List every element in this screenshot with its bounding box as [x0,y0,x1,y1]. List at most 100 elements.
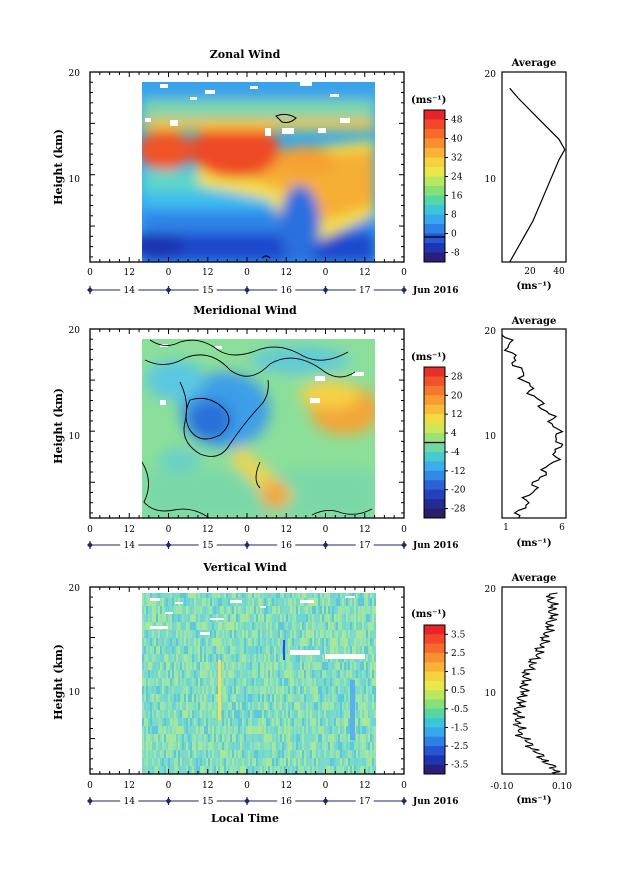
colorbar-swatch [424,224,445,234]
colorbar-tick-label: -1.5 [451,723,469,733]
zonal-ticks [89,71,405,262]
zonal-average-title: Average [511,58,557,69]
colorbar-tick-label: 8 [451,211,457,221]
hour-tick-label: 12 [281,268,292,278]
hour-tick-label: 0 [166,781,172,791]
colorbar-swatch [424,470,445,481]
zonal-average-line [509,87,566,263]
meridional-ticks [89,328,405,518]
hour-tick-label: 12 [124,781,135,791]
colorbar-swatch [424,662,445,673]
colorbar-swatch [424,129,445,139]
meridional-average-line [501,334,564,519]
colorbar-tick-label: 3.5 [451,630,466,640]
date-label: Jun 2016 [412,286,459,296]
day-label: 14 [124,286,136,296]
vertical-ylabel: Height (km) [52,644,65,720]
colorbar-swatch [424,385,445,396]
hour-tick-label: 12 [281,781,292,791]
colorbar-swatch [424,764,445,775]
hour-tick-label: 0 [166,268,172,278]
colorbar-swatch [424,451,445,462]
zonal-avg-ytick-10: 10 [485,175,497,185]
zonal-ytick-10: 10 [69,175,81,185]
meridional-title: Meridional Wind [193,304,297,317]
meridional-average-title: Average [511,316,557,327]
vertical-ticks [89,586,405,774]
colorbar-tick-label: 2.5 [451,649,466,659]
colorbar-swatch [424,489,445,500]
colorbar-swatch [424,736,445,747]
colorbar-swatch [424,138,445,149]
colorbar-swatch [424,727,445,738]
colorbar-swatch [424,671,445,682]
day-label: 17 [359,286,371,296]
colorbar-tick-label: 12 [451,410,462,420]
colorbar-swatch [424,110,445,120]
day-label: 14 [124,797,136,807]
zonal-average-panel: Average 20 10 20 40 (ms⁻¹) [485,58,567,292]
hour-tick-label: 12 [359,268,370,278]
colorbar-tick-label: 1.5 [451,668,466,678]
colorbar-swatch [424,708,445,719]
day-label: 15 [202,286,214,296]
colorbar-swatch [424,499,445,510]
zonal-panel: Zonal Wind [52,48,567,296]
hour-tick-label: 12 [202,525,213,535]
meridional-ytick-10: 10 [69,432,81,442]
meridional-panel: Meridional Wind [52,304,567,551]
colorbar-swatch [424,119,445,130]
colorbar-swatch [424,205,445,215]
vertical-unit: (ms⁻¹) [411,609,446,620]
colorbar-swatch [424,755,445,766]
colorbar-tick-label: -4 [451,448,460,458]
colorbar-swatch [424,718,445,728]
colorbar-swatch [424,404,445,415]
colorbar-swatch [424,176,445,187]
colorbar-tick-label: 4 [451,429,457,439]
hour-tick-label: 12 [359,781,370,791]
zonal-time-axis: 0 12 0 12 0 12 0 12 0 14 15 16 17 Jun 2016 [87,268,459,296]
day-label: 17 [359,541,371,551]
colorbar-swatch [424,243,445,253]
colorbar-tick-label: -8 [451,249,460,259]
colorbar-swatch [424,157,445,168]
hour-tick-label: 0 [323,268,329,278]
vertical-avg-ytick-20: 20 [485,585,497,595]
vertical-avg-ytick-10: 10 [485,689,497,699]
colorbar-swatch [424,252,445,263]
colorbar-tick-label: -28 [451,505,466,515]
colorbar-swatch [424,423,445,434]
hour-tick-label: 12 [281,525,292,535]
meridional-avg-ytick-20: 20 [485,327,497,337]
colorbar-swatch [424,148,445,158]
colorbar-tick-label: -0.5 [451,705,469,715]
date-label: Jun 2016 [412,797,459,807]
colorbar-swatch [424,433,445,443]
colorbar-tick-label: 48 [451,116,463,126]
hour-tick-label: 0 [87,781,93,791]
colorbar-swatch [424,625,445,635]
colorbar-tick-label: 24 [451,173,463,183]
vertical-average-panel: Average 20 10 -0.10 0.10 (ms⁻¹) [485,573,573,806]
meridional-colorbar: 28 20 12 4 -4 -12 -20 -28 [423,366,466,519]
hour-tick-label: 0 [87,525,93,535]
colorbar-swatch [424,746,445,756]
day-label: 16 [281,541,293,551]
colorbar-swatch [424,376,445,387]
colorbar-swatch [424,508,445,519]
colorbar-tick-label: 20 [451,391,463,401]
colorbar-swatch [424,652,445,663]
colorbar-tick-label: 0 [451,230,457,240]
colorbar-swatch [424,480,445,491]
colorbar-swatch [424,634,445,645]
colorbar-tick-label: -20 [451,486,466,496]
colorbar-swatch [424,233,445,244]
hour-tick-label: 0 [166,525,172,535]
zonal-avg-unit: (ms⁻¹) [516,281,551,292]
colorbar-tick-label: -2.5 [451,742,469,752]
day-label: 16 [281,286,293,296]
day-label: 17 [359,797,371,807]
meridional-ytick-20: 20 [69,326,81,336]
